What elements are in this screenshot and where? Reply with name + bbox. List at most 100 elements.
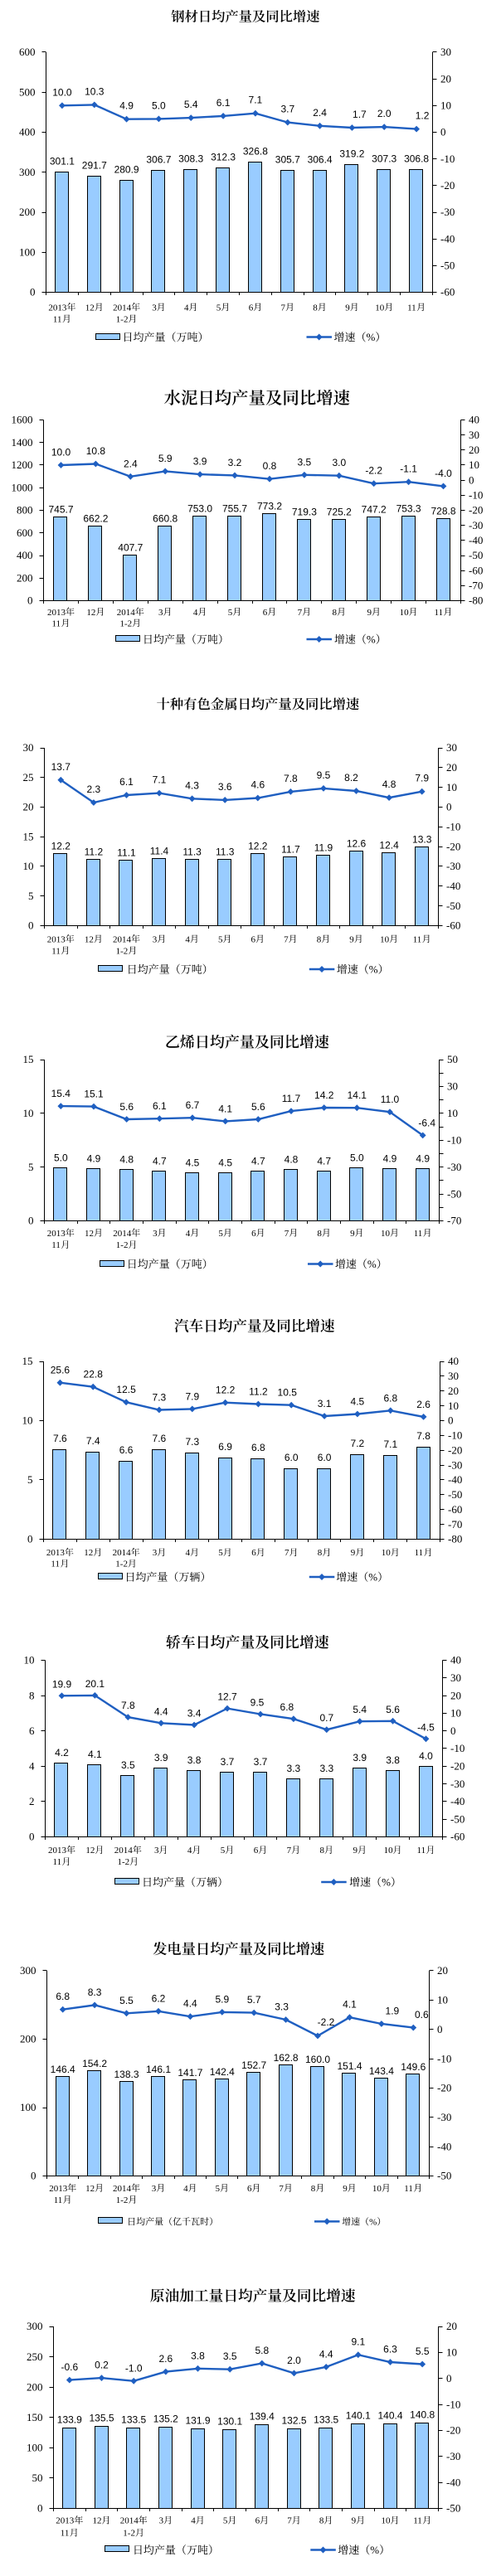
svg-text:11: 11 — [415, 1548, 424, 1558]
svg-text:11: 11 — [414, 1229, 423, 1239]
svg-text:100: 100 — [27, 2442, 43, 2454]
svg-text:30: 30 — [447, 1080, 458, 1093]
svg-text:3: 3 — [153, 1548, 158, 1558]
svg-text:305.7: 305.7 — [275, 154, 300, 166]
svg-text:-30: -30 — [450, 1778, 465, 1790]
svg-text:12.4: 12.4 — [379, 840, 399, 851]
svg-text:0.7: 0.7 — [319, 1712, 333, 1724]
svg-text:0: 0 — [29, 1831, 35, 1843]
svg-text:20: 20 — [446, 761, 457, 774]
svg-text:25.6: 25.6 — [51, 1365, 71, 1376]
svg-text:0: 0 — [440, 126, 446, 138]
svg-text:5.4: 5.4 — [353, 1704, 367, 1715]
svg-text:141.7: 141.7 — [178, 2067, 202, 2079]
svg-text:-20: -20 — [450, 1760, 465, 1773]
svg-text:-50: -50 — [450, 1812, 465, 1825]
svg-text:12: 12 — [85, 2184, 95, 2194]
svg-text:-60: -60 — [446, 919, 460, 932]
svg-text:-4.5: -4.5 — [417, 1721, 435, 1733]
svg-text:-60: -60 — [440, 286, 455, 298]
svg-text:5.6: 5.6 — [251, 1101, 265, 1113]
svg-text:0: 0 — [37, 2502, 43, 2515]
svg-text:6: 6 — [263, 608, 268, 618]
svg-text:-10: -10 — [446, 2398, 460, 2410]
svg-text:5: 5 — [28, 1161, 34, 1173]
svg-text:20.1: 20.1 — [85, 1678, 105, 1690]
svg-text:3.7: 3.7 — [280, 104, 294, 115]
svg-text:2013: 2013 — [48, 1846, 67, 1856]
svg-text:4: 4 — [186, 1548, 191, 1558]
svg-text:-80: -80 — [448, 1533, 462, 1545]
svg-text:5: 5 — [216, 303, 221, 313]
svg-text:7.2: 7.2 — [351, 1438, 365, 1449]
svg-text:5.0: 5.0 — [152, 99, 166, 111]
svg-text:2014: 2014 — [113, 303, 132, 313]
svg-text:13.3: 13.3 — [412, 834, 432, 846]
svg-text:-40: -40 — [450, 1795, 465, 1807]
svg-text:12.5: 12.5 — [116, 1384, 136, 1395]
svg-text:9.1: 9.1 — [351, 2336, 365, 2348]
svg-text:151.4: 151.4 — [337, 2060, 362, 2072]
svg-text:160.0: 160.0 — [305, 2054, 330, 2065]
svg-text:9: 9 — [349, 934, 354, 944]
svg-text:11.4: 11.4 — [150, 846, 169, 857]
svg-text:6.0: 6.0 — [285, 1452, 299, 1463]
svg-text:2.0: 2.0 — [287, 2355, 301, 2366]
svg-text:1.9: 1.9 — [386, 2006, 400, 2017]
svg-text:10: 10 — [382, 2516, 392, 2526]
svg-text:6.6: 6.6 — [119, 1444, 134, 1456]
svg-text:-2.2: -2.2 — [318, 2016, 335, 2028]
svg-text:10: 10 — [380, 934, 390, 944]
svg-text:307.3: 307.3 — [372, 153, 396, 165]
svg-text:400: 400 — [17, 549, 33, 561]
svg-text:4.1: 4.1 — [218, 1103, 232, 1114]
svg-text:4.4: 4.4 — [154, 1705, 168, 1717]
svg-text:4.8: 4.8 — [285, 1154, 299, 1166]
svg-text:4: 4 — [191, 2516, 196, 2526]
svg-text:-10: -10 — [448, 1429, 462, 1442]
svg-text:0: 0 — [450, 1725, 456, 1737]
svg-text:3.7: 3.7 — [221, 1756, 235, 1768]
svg-text:5: 5 — [223, 2516, 228, 2526]
svg-text:%: % — [369, 963, 378, 976]
svg-text:5.9: 5.9 — [158, 453, 173, 464]
svg-text:%: % — [367, 1258, 377, 1270]
svg-text:100: 100 — [20, 2101, 36, 2113]
svg-text:7: 7 — [285, 1229, 289, 1239]
svg-text:10: 10 — [446, 2346, 457, 2359]
svg-text:753.3: 753.3 — [396, 503, 421, 515]
svg-text:301.1: 301.1 — [50, 156, 75, 167]
svg-text:-50: -50 — [440, 260, 455, 272]
svg-text:146.4: 146.4 — [51, 2064, 75, 2075]
svg-text:12: 12 — [86, 608, 95, 618]
svg-text:0: 0 — [437, 2023, 443, 2035]
svg-text:11: 11 — [413, 2516, 422, 2526]
svg-text:-10: -10 — [440, 153, 455, 165]
svg-text:-40: -40 — [437, 2140, 451, 2152]
svg-text:140.4: 140.4 — [377, 2410, 402, 2422]
svg-text:11.1: 11.1 — [117, 847, 136, 859]
svg-text:8: 8 — [311, 2184, 316, 2194]
svg-text:1-2: 1-2 — [116, 1240, 129, 1250]
svg-text:6.1: 6.1 — [119, 776, 134, 788]
svg-text:291.7: 291.7 — [82, 160, 107, 172]
svg-text:10: 10 — [382, 1548, 392, 1558]
svg-text:7.3: 7.3 — [153, 1392, 167, 1404]
svg-text:10.3: 10.3 — [85, 85, 105, 97]
svg-text:4.1: 4.1 — [88, 1749, 102, 1760]
svg-text:-30: -30 — [440, 206, 455, 218]
svg-text:4.9: 4.9 — [87, 1153, 101, 1165]
svg-text:319.2: 319.2 — [339, 148, 364, 160]
svg-text:326.8: 326.8 — [243, 146, 268, 158]
svg-text:3.3: 3.3 — [319, 1763, 333, 1774]
svg-text:139.4: 139.4 — [250, 2411, 275, 2423]
svg-text:9.5: 9.5 — [317, 769, 331, 781]
svg-text:6.8: 6.8 — [383, 1392, 397, 1404]
svg-text:0.8: 0.8 — [263, 460, 277, 472]
svg-text:-40: -40 — [440, 232, 455, 245]
svg-text:-70: -70 — [447, 1215, 461, 1227]
svg-text:25: 25 — [23, 771, 34, 783]
svg-text:1-2: 1-2 — [123, 2529, 135, 2539]
svg-text:300: 300 — [27, 2320, 43, 2332]
svg-text:-2.2: -2.2 — [365, 465, 382, 477]
